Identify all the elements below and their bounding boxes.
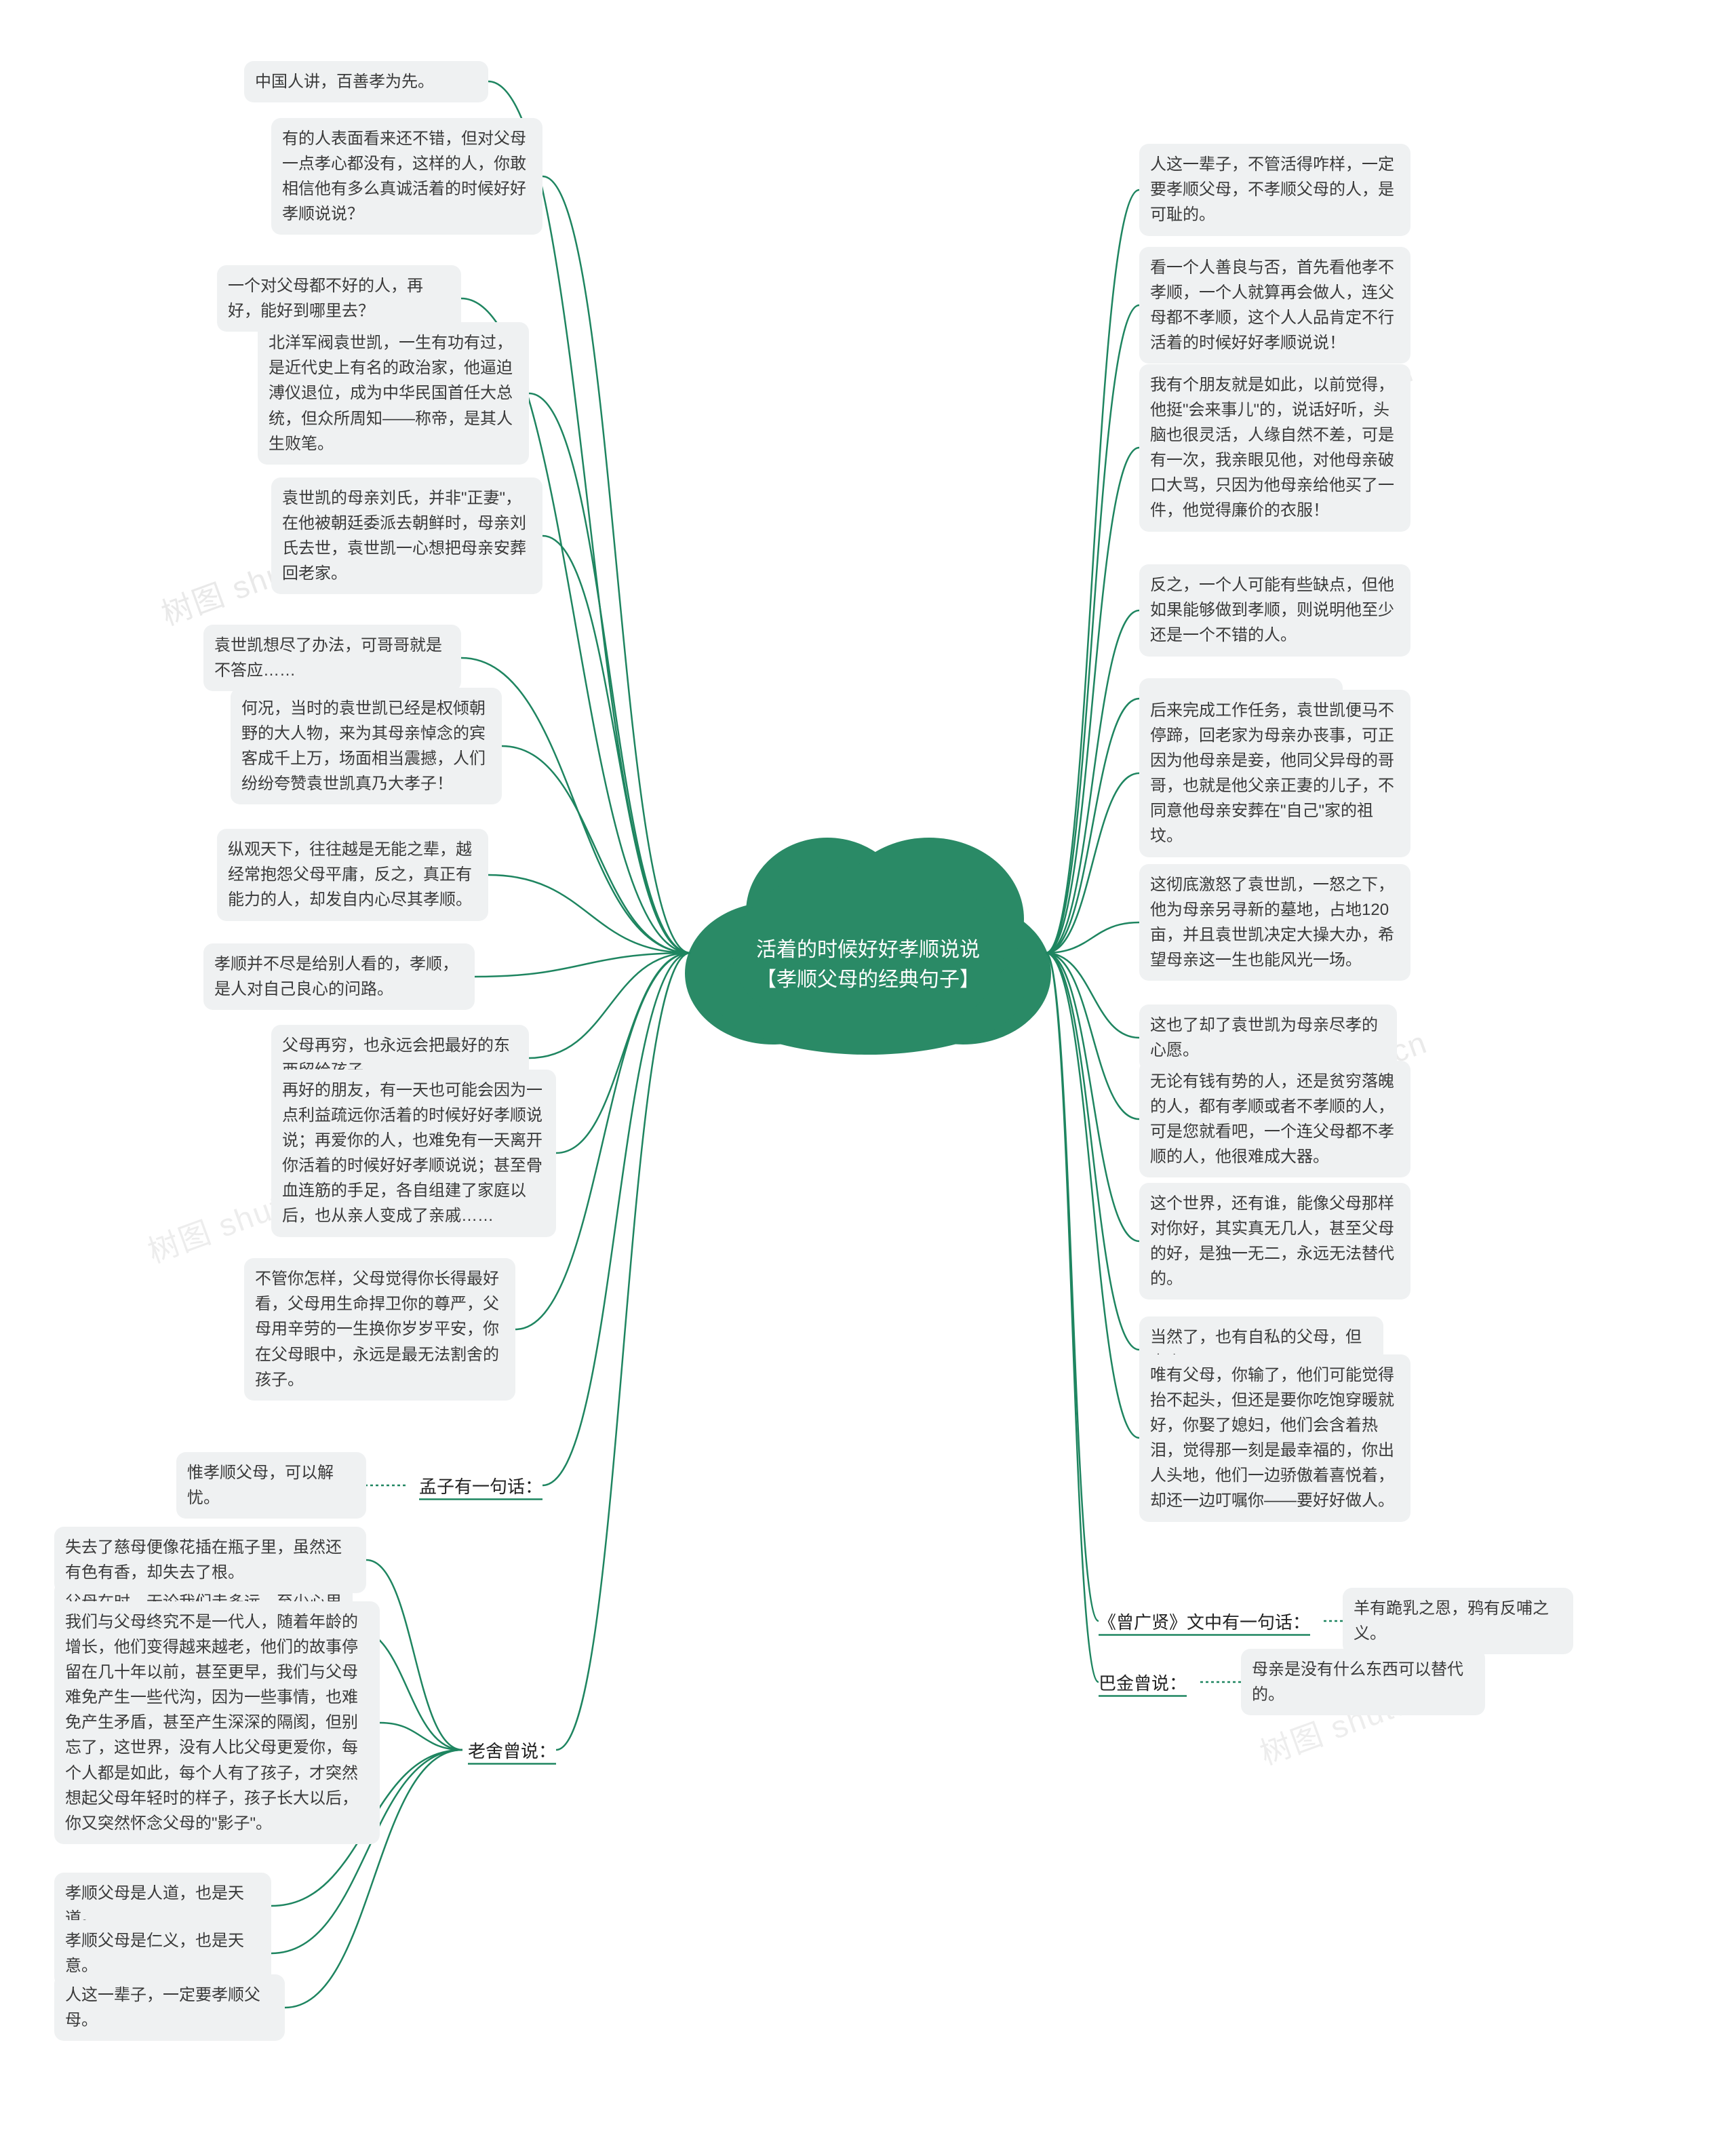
sub-root-label: 《曾广贤》文中有一句话：: [1099, 1609, 1310, 1634]
sub-root-label: 孟子有一句话：: [419, 1473, 542, 1498]
right-node: 这彻底激怒了袁世凯，一怒之下，他为母亲另寻新的墓地，占地120亩，并且袁世凯决定…: [1139, 864, 1410, 981]
sub-root-label: 老舍曾说：: [468, 1738, 556, 1763]
right-sub1-leaf: 羊有跪乳之恩，鸦有反哺之义。: [1343, 1588, 1573, 1654]
mindmap-canvas: 树图 shutu.cn树图 shutu.cn树图 shutu.cn树图 shut…: [0, 0, 1736, 2129]
center-title-line: 活着的时候好好孝顺说说: [726, 933, 1010, 962]
left-sub1-leaf: 惟孝顺父母，可以解忧。: [176, 1452, 366, 1519]
center-title-line: 【孝顺父母的经典句子】: [726, 962, 1010, 992]
left-node: 不管你怎样，父母觉得你长得最好看，父母用生命捍卫你的尊严，父母用辛劳的一生换你岁…: [244, 1258, 515, 1401]
left-node: 纵观天下，往往越是无能之辈，越经常抱怨父母平庸，反之，真正有能力的人，却发自内心…: [217, 829, 488, 921]
left-node: 中国人讲，百善孝为先。: [244, 61, 488, 102]
left-node: 何况，当时的袁世凯已经是权倾朝野的大人物，来为其母亲悼念的宾客成千上万，场面相当…: [231, 688, 502, 805]
left-sub2-leaf: 我们与父母终究不是一代人，随着年龄的增长，他们变得越来越老，他们的故事停留在几十…: [54, 1601, 380, 1845]
right-node: 我有个朋友就是如此，以前觉得，他挺"会来事儿"的，说话好听，头脑也很灵活，人缘自…: [1139, 364, 1410, 532]
right-sub2-leaf: 母亲是没有什么东西可以替代的。: [1241, 1649, 1485, 1715]
center-node: 活着的时候好好孝顺说说【孝顺父母的经典句子】: [719, 926, 1017, 999]
left-node: 北洋军阀袁世凯，一生有功有过，是近代史上有名的政治家，他逼迫溥仪退位，成为中华民…: [258, 322, 529, 465]
right-node: 后来完成工作任务，袁世凯便马不停蹄，回老家为母亲办丧事，可正因为他母亲是妾，他同…: [1139, 690, 1410, 857]
left-node: 袁世凯想尽了办法，可哥哥就是不答应……: [203, 625, 461, 691]
left-node: 有的人表面看来还不错，但对父母一点孝心都没有，这样的人，你敢相信他有多么真诚活着…: [271, 118, 542, 235]
sub-root-label: 巴金曾说：: [1099, 1670, 1187, 1695]
right-node: 唯有父母，你输了，他们可能觉得抬不起头，但还是要你吃饱穿暖就好，你娶了媳妇，他们…: [1139, 1354, 1410, 1522]
left-node: 再好的朋友，有一天也可能会因为一点利益疏远你活着的时候好好孝顺说说；再爱你的人，…: [271, 1070, 556, 1237]
left-sub2-leaf: 人这一辈子，一定要孝顺父母。: [54, 1974, 285, 2041]
left-node: 袁世凯的母亲刘氏，并非"正妻"，在他被朝廷委派去朝鲜时，母亲刘氏去世，袁世凯一心…: [271, 477, 542, 595]
right-node: 反之，一个人可能有些缺点，但他如果能够做到孝顺，则说明他至少还是一个不错的人。: [1139, 564, 1410, 657]
right-node: 看一个人善良与否，首先看他孝不孝顺，一个人就算再会做人，连父母都不孝顺，这个人人…: [1139, 247, 1410, 364]
left-node: 孝顺并不尽是给别人看的，孝顺，是人对自己良心的问路。: [203, 943, 475, 1010]
right-node: 无论有钱有势的人，还是贫穷落魄的人，都有孝顺或者不孝顺的人，可是您就看吧，一个连…: [1139, 1061, 1410, 1178]
right-node: 人这一辈子，不管活得咋样，一定要孝顺父母，不孝顺父母的人，是可耻的。: [1139, 144, 1410, 236]
right-node: 这个世界，还有谁，能像父母那样对你好，其实真无几人，甚至父母的好，是独一无二，永…: [1139, 1183, 1410, 1300]
